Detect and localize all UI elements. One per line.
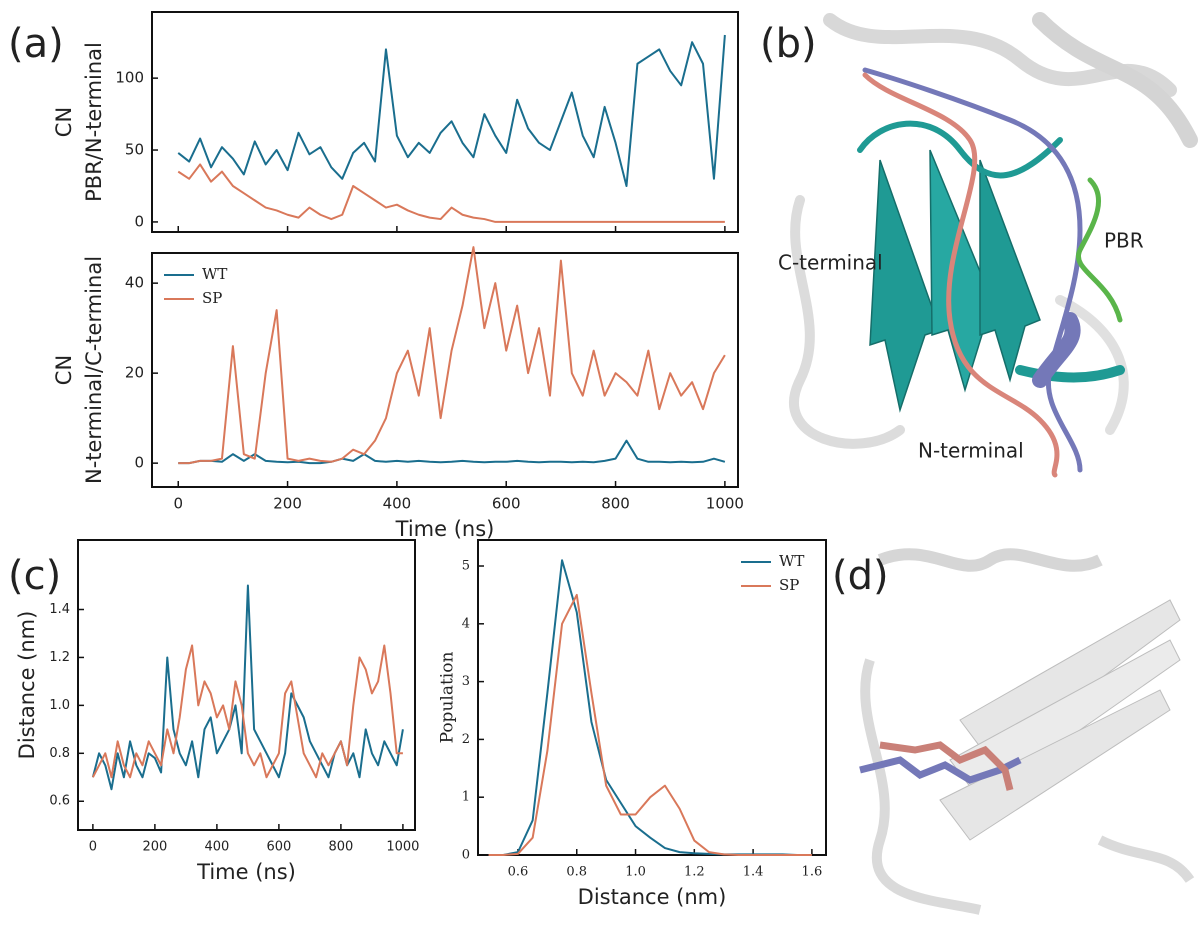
structure-label: N-terminal [918, 439, 1024, 463]
residues-wt [859, 756, 1022, 784]
panel-label: (c) [8, 553, 61, 599]
y-tick-label: 0 [134, 212, 144, 230]
y-tick-label: 1.0 [49, 698, 70, 713]
beta-sheet [979, 159, 1041, 383]
y-tick-label: 1.4 [49, 602, 70, 617]
y-axis-label: CN [52, 107, 76, 137]
plot: 0 1 2 3 4 5 0.6 0.8 1.0 1.2 1.4 1.6 Distance (nm) Pop… [438, 539, 827, 909]
ribbon [789, 195, 905, 449]
plot-frame [151, 11, 739, 233]
series-line [91, 584, 404, 791]
y-tick-label: 20 [125, 364, 144, 382]
x-tick-label: 0.6 [508, 865, 529, 880]
legend-label: SP [202, 289, 222, 307]
beta-sheet [939, 689, 1171, 841]
x-tick-label: 0 [173, 495, 183, 513]
structure-label: C-terminal [778, 251, 883, 275]
protein-structure-d [859, 548, 1195, 915]
series-line [488, 593, 812, 856]
x-tick-label: 800 [601, 495, 630, 513]
x-tick-label: 200 [273, 495, 302, 513]
loop [857, 120, 1063, 179]
series-line [178, 439, 726, 465]
ribbon [1032, 12, 1198, 148]
beta-sheet [869, 159, 941, 413]
panel-label: (d) [832, 553, 889, 599]
y-tick-label: 0 [462, 848, 470, 863]
y-tick-label: 4 [462, 616, 470, 631]
pbr-segment [1075, 177, 1123, 323]
legend-label: SP [779, 576, 799, 594]
series-line [178, 246, 726, 465]
y-axis-label: PBR/N-terminal [82, 42, 106, 202]
y-tick-label: 0 [134, 454, 144, 472]
x-tick-label: 0 [89, 840, 97, 855]
loop-sp [862, 72, 1060, 478]
x-axis-label: Time (ns) [395, 517, 495, 541]
y-axis-label: Population [438, 652, 458, 744]
plot: 0.6 0.8 1.0 1.2 1.4 0 200 400 600 800 1000 Time (ns… [15, 539, 419, 884]
helix [1032, 312, 1081, 388]
legend-label: WT [779, 552, 804, 570]
x-axis-label: Distance (nm) [578, 885, 727, 909]
x-tick-label: 800 [328, 840, 353, 855]
legend-label: WT [202, 265, 227, 283]
x-tick-label: 1000 [706, 495, 744, 513]
y-axis-label: CN [52, 355, 76, 385]
y-axis-label: Distance (nm) [15, 611, 39, 760]
series-line [91, 644, 403, 779]
series-line [177, 163, 725, 223]
y-tick-label: 100 [115, 69, 144, 87]
x-tick-label: 600 [492, 495, 521, 513]
y-tick-label: 0.6 [49, 794, 70, 809]
plot: 0 50 100 CN PBR/N-terminal [52, 11, 739, 233]
y-tick-label: 2 [462, 732, 470, 747]
x-tick-label: 1000 [386, 840, 419, 855]
x-tick-label: 400 [204, 840, 229, 855]
ribbon [860, 658, 982, 915]
plot-frame [151, 252, 739, 488]
loop-wt [862, 67, 1083, 473]
y-tick-label: 5 [462, 559, 470, 574]
panel-label: (b) [760, 21, 817, 67]
x-tick-label: 1.0 [625, 865, 646, 880]
x-axis-label: Time (ns) [196, 860, 296, 884]
ribbon [1055, 295, 1129, 435]
x-tick-label: 200 [142, 840, 167, 855]
plot-frame [477, 539, 827, 856]
x-tick-label: 400 [383, 495, 412, 513]
residues-sp [879, 741, 1014, 791]
x-tick-label: 0.8 [566, 865, 587, 880]
plot-frame [77, 539, 416, 831]
ribbon [877, 548, 1103, 572]
structure-label: PBR [1104, 229, 1144, 253]
y-tick-label: 0.8 [49, 746, 70, 761]
ribbon [1097, 835, 1195, 884]
y-tick-label: 50 [125, 141, 144, 159]
x-tick-label: 600 [266, 840, 291, 855]
x-tick-label: 1.4 [743, 865, 764, 880]
y-tick-label: 1.2 [49, 650, 70, 665]
y-tick-label: 1 [462, 790, 470, 805]
x-tick-label: 1.2 [684, 865, 705, 880]
y-axis-label: N-terminal/C-terminal [82, 256, 106, 484]
y-tick-label: 3 [462, 674, 470, 689]
x-tick-label: 1.6 [802, 865, 823, 880]
series-line [177, 34, 726, 187]
panel-label: (a) [8, 21, 64, 67]
protein-structure-b [789, 12, 1198, 478]
beta-strand [1015, 365, 1125, 383]
y-tick-label: 40 [125, 274, 144, 292]
